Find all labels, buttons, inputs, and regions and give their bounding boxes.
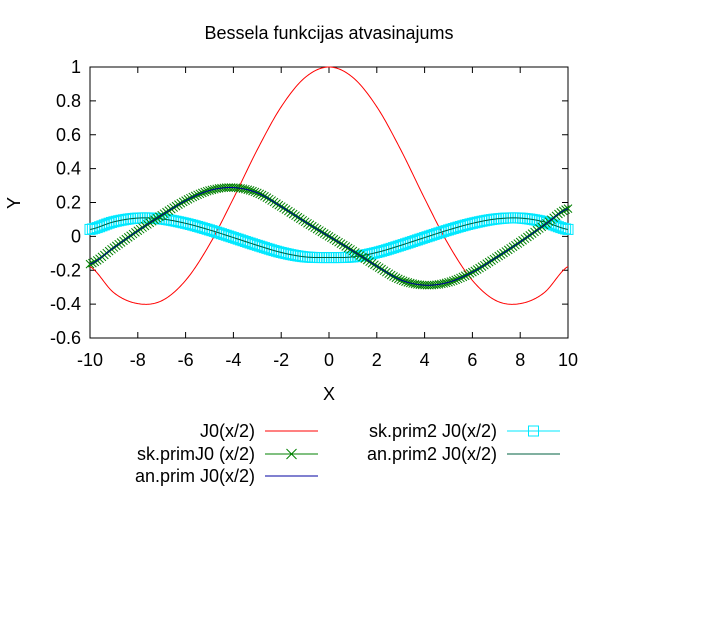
legend-label: an.prim2 J0(x/2) <box>367 444 497 464</box>
legend-swatch-marker <box>286 448 297 460</box>
y-tick-label: 0.8 <box>56 91 81 111</box>
series-4-line <box>89 217 569 259</box>
x-tick-label: -8 <box>130 350 146 370</box>
series-2-line <box>89 187 569 286</box>
y-tick-label: -0.2 <box>50 260 81 280</box>
y-tick-label: -0.4 <box>50 294 81 314</box>
legend-item: J0(x/2) <box>200 421 318 441</box>
legend-item: an.prim2 J0(x/2) <box>367 444 560 464</box>
x-tick-label: 0 <box>324 350 334 370</box>
x-tick-label: 4 <box>420 350 430 370</box>
series-1-point <box>563 204 573 213</box>
x-tick-label: -4 <box>225 350 241 370</box>
plot-area <box>84 66 574 305</box>
legend-label: an.prim J0(x/2) <box>135 466 255 486</box>
y-tick-label: 0.2 <box>56 193 81 213</box>
plot-frame <box>89 66 569 339</box>
axis-ticks: -10 -8 -6 -4 -2 0 2 4 6 8 10 -0.6 -0.4 -0.2 0 0.2 0.4 0.6… <box>50 57 578 370</box>
legend-item: an.prim J0(x/2) <box>135 466 318 486</box>
x-tick-label: 2 <box>372 350 382 370</box>
legend: J0(x/2) sk.primJ0 (x/2)an.prim J0(x/2) sk.… <box>135 421 560 486</box>
legend-swatch-marker <box>528 425 539 437</box>
series-1-point <box>85 259 95 269</box>
legend-item: sk.primJ0 (x/2) <box>137 444 318 464</box>
legend-label: sk.prim2 J0(x/2) <box>369 421 497 441</box>
legend-label: J0(x/2) <box>200 421 255 441</box>
y-tick-label: -0.6 <box>50 328 81 348</box>
series-0-line <box>89 66 569 305</box>
y-axis-label: Y <box>4 197 24 209</box>
x-tick-label: 8 <box>515 350 525 370</box>
x-tick-label: 10 <box>558 350 578 370</box>
series-3-markers <box>84 212 574 264</box>
y-tick-label: 0 <box>71 226 81 246</box>
y-tick-label: 1 <box>71 57 81 77</box>
legend-item: sk.prim2 J0(x/2) <box>369 421 560 441</box>
x-tick-label: -2 <box>273 350 289 370</box>
x-tick-label: 6 <box>467 350 477 370</box>
y-tick-label: 0.4 <box>56 159 81 179</box>
y-tick-label: 0.6 <box>56 125 81 145</box>
series-3-point <box>562 223 574 235</box>
legend-label: sk.primJ0 (x/2) <box>137 444 255 464</box>
chart-title: Bessela funkcijas atvasinajums <box>204 23 453 43</box>
x-tick-label: -10 <box>77 350 103 370</box>
series-1-markers <box>85 183 573 290</box>
x-axis-label: X <box>323 384 335 404</box>
x-tick-label: -6 <box>178 350 194 370</box>
